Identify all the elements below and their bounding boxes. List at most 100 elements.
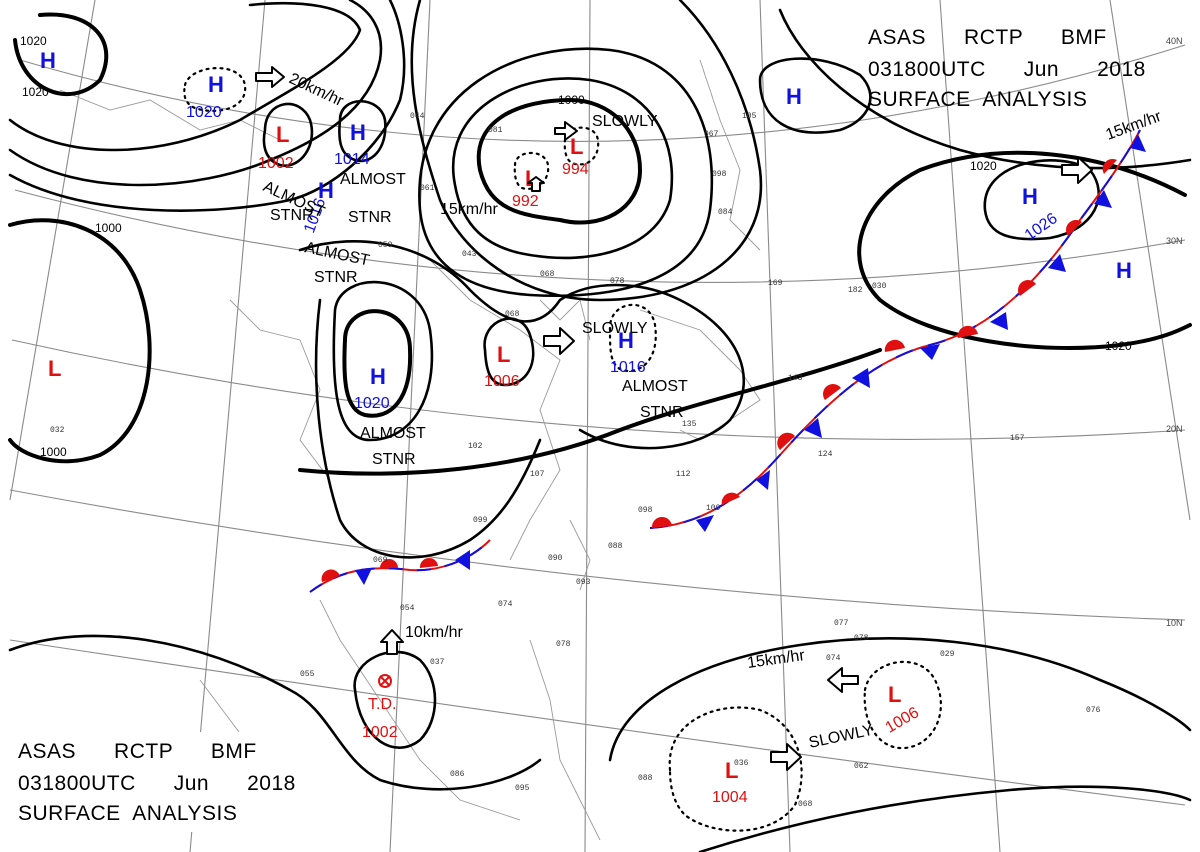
header-line-3: SURFACE ANALYSIS bbox=[18, 802, 237, 825]
system-pressure: 1020 bbox=[354, 395, 390, 412]
low-pressure-marker: L bbox=[276, 122, 289, 147]
low-pressure-marker: L bbox=[570, 134, 583, 159]
station-obs: 037 bbox=[430, 658, 445, 667]
stationary-note: STNR bbox=[270, 207, 314, 224]
warm-front-mark bbox=[651, 516, 672, 528]
station-obs: 102 bbox=[468, 442, 483, 451]
motion-note: SLOWLY bbox=[592, 113, 658, 130]
station-obs: 030 bbox=[872, 282, 887, 291]
station-obs: 182 bbox=[848, 286, 863, 295]
movement-arrow bbox=[255, 66, 285, 88]
lat-label: 30N bbox=[1166, 236, 1183, 246]
station-obs: 054 bbox=[400, 604, 415, 613]
station-obs: 068 bbox=[798, 800, 813, 809]
station-obs: 099 bbox=[473, 516, 488, 525]
warm-front-mark bbox=[721, 492, 740, 505]
stationary-note: ALMOST bbox=[622, 378, 688, 395]
system-pressure: 994 bbox=[562, 161, 589, 178]
stationary-note: STNR bbox=[348, 209, 392, 226]
high-pressure-marker: H bbox=[208, 72, 224, 97]
lat-label: 20N bbox=[1166, 424, 1183, 434]
header-box bbox=[10, 732, 330, 832]
stationary-note: ALMOST bbox=[360, 425, 426, 442]
warm-front-mark bbox=[1018, 280, 1036, 296]
isobar bbox=[13, 12, 109, 97]
system-pressure: 1002 bbox=[258, 155, 294, 172]
station-obs: 055 bbox=[300, 670, 315, 679]
low-pressure-marker: L bbox=[725, 758, 738, 783]
isobar-label: 1000 bbox=[558, 93, 585, 107]
high-pressure-marker: H bbox=[40, 48, 56, 73]
station-observations: 044 061 059 043 068 078 068 102 107 099 … bbox=[50, 112, 1101, 809]
isobar-dotted bbox=[608, 303, 657, 373]
isobar bbox=[298, 348, 882, 476]
isobar-label: 1020 bbox=[970, 159, 997, 173]
station-obs: 095 bbox=[515, 784, 530, 793]
stationary-note: STNR bbox=[314, 269, 358, 286]
station-obs: 074 bbox=[826, 654, 841, 663]
station-obs: 084 bbox=[718, 208, 733, 217]
station-obs: 124 bbox=[818, 450, 833, 459]
high-pressure-marker: H bbox=[318, 178, 334, 203]
system-pressure: 1020 bbox=[186, 104, 222, 121]
isobar bbox=[298, 240, 746, 450]
motion-note: 15km/hr bbox=[440, 201, 498, 218]
cold-front-mark bbox=[1130, 134, 1146, 152]
station-obs: 032 bbox=[50, 426, 65, 435]
lat-label: 40N bbox=[1166, 36, 1183, 46]
stationary-note: ALMOST bbox=[340, 171, 406, 188]
isobar bbox=[8, 0, 406, 212]
isobar bbox=[342, 309, 413, 418]
warm-front-mark bbox=[380, 559, 398, 568]
movement-arrow bbox=[527, 176, 545, 192]
isobar-dotted bbox=[513, 151, 550, 190]
isobar bbox=[8, 218, 152, 464]
td-pressure: 1002 bbox=[362, 724, 398, 741]
motion-note: SLOWLY bbox=[582, 320, 648, 337]
header-line-2: 031800UTC Jun 2018 bbox=[18, 772, 296, 795]
front-main bbox=[649, 129, 1146, 532]
isobar bbox=[8, 0, 383, 187]
isobar bbox=[410, 0, 763, 302]
station-obs: 157 bbox=[1010, 434, 1025, 443]
high-pressure-marker: H bbox=[1022, 184, 1038, 209]
warm-front-mark bbox=[957, 325, 978, 338]
station-obs: 078 bbox=[556, 640, 571, 649]
station-obs: 107 bbox=[530, 470, 545, 479]
isobar bbox=[608, 637, 1192, 762]
motion-note: 10km/hr bbox=[405, 624, 463, 641]
header-line-2: 031800UTC Jun 2018 bbox=[868, 58, 1146, 81]
header-line-1: ASAS RCTP BMF bbox=[18, 740, 257, 763]
cold-front-mark bbox=[696, 515, 714, 532]
isobar bbox=[418, 47, 714, 297]
cold-front-mark bbox=[355, 568, 372, 585]
header-line-1: ASAS RCTP BMF bbox=[868, 26, 1107, 49]
station-obs: 044 bbox=[410, 112, 425, 121]
station-obs: 078 bbox=[854, 634, 869, 643]
station-obs: 074 bbox=[498, 600, 513, 609]
cold-front-mark bbox=[852, 368, 870, 388]
low-pressure-marker: L bbox=[497, 342, 510, 367]
header-top-right: ASAS RCTP BMF 031800UTC Jun 2018 SURFACE… bbox=[868, 26, 1146, 111]
movement-arrows bbox=[255, 66, 1093, 771]
station-obs: 098 bbox=[712, 170, 727, 179]
isobar bbox=[8, 634, 542, 791]
station-obs: 078 bbox=[610, 277, 625, 286]
cold-front-mark bbox=[1094, 190, 1112, 208]
station-obs: 076 bbox=[1086, 706, 1101, 715]
isobar bbox=[262, 102, 314, 167]
cold-front-mark bbox=[1048, 254, 1066, 272]
isobar-label: 1000 bbox=[40, 445, 67, 459]
front-secondary bbox=[309, 539, 491, 593]
tropical-depression: T.D. 1002 bbox=[362, 674, 398, 741]
high-pressure-marker: H bbox=[350, 120, 366, 145]
low-pressure-marker: L bbox=[48, 356, 61, 381]
station-obs: 098 bbox=[638, 506, 653, 515]
high-pressure-marker: H bbox=[1116, 258, 1132, 283]
isobar-dotted bbox=[863, 660, 942, 750]
cold-front-mark bbox=[455, 550, 470, 570]
isobar-dotted bbox=[668, 706, 803, 832]
station-obs: 088 bbox=[608, 542, 623, 551]
